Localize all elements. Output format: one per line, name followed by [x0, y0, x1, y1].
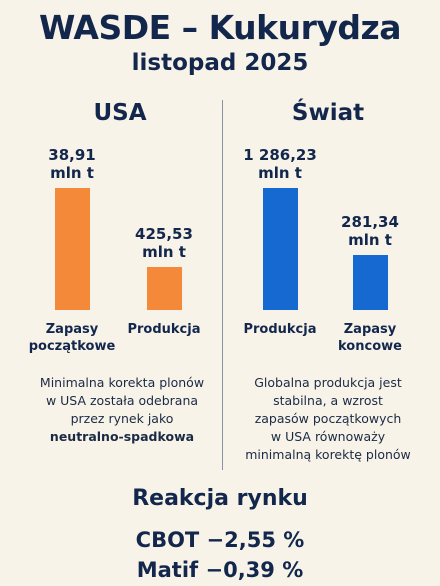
world-value-label-2: 281,34 mln t — [310, 213, 430, 249]
world-note-line: Globalna produkcja jest — [254, 375, 402, 390]
world-note-line: stabilna, a wzrost — [273, 393, 383, 408]
world-category-label-2: Zapasy koncowe — [315, 321, 425, 355]
usa-bar-2 — [146, 267, 182, 310]
page-subtitle: listopad 2025 — [131, 50, 309, 76]
category-line: Zapasy — [45, 322, 99, 337]
usa-note-line: Minimalna korekta plonów — [39, 375, 205, 390]
world-note-line: minimalną korektę plonów — [245, 447, 411, 462]
category-line: koncowe — [338, 339, 402, 354]
usa-category-label-1: Zapasy początkowe — [17, 321, 127, 355]
usa-panel-title: USA — [93, 100, 147, 126]
cbot-change: CBOT −2,55 % — [135, 528, 305, 552]
world-note: Globalna produkcja jest stabilna, a wzro… — [226, 374, 430, 464]
usa-note-bold: neutralno-spadkowa — [49, 429, 195, 444]
usa-category-label-2: Produkcja — [109, 321, 219, 338]
world-note-line: zapasów początkowych — [254, 411, 402, 426]
usa-note-line: przez rynek jako — [70, 411, 174, 426]
category-line: Zapasy — [343, 322, 397, 337]
usa-bar-1 — [54, 188, 90, 310]
world-note-line: w USA równoważy — [270, 429, 386, 444]
value-number: 425,53 — [135, 225, 193, 244]
value-unit: mln t — [142, 243, 186, 262]
world-panel-title: Świat — [291, 100, 365, 126]
category-line: początkowe — [28, 339, 116, 354]
matif-change: Matif −0,39 % — [136, 558, 304, 582]
category-line: Produkcja — [243, 322, 317, 337]
page-title: WASDE – Kukurydza — [39, 8, 401, 47]
world-bar-2 — [352, 255, 388, 310]
usa-value-label-1: 38,91 mln t — [12, 146, 132, 182]
usa-note-line: w USA została odebrana — [45, 393, 199, 408]
value-number: 38,91 — [48, 146, 96, 164]
value-number: 1 286,23 — [243, 146, 317, 164]
category-line: Produkcja — [127, 322, 201, 337]
usa-note: Minimalna korekta plonów w USA została o… — [22, 374, 222, 446]
panel-divider — [222, 100, 223, 470]
market-reaction-title: Reakcja rynku — [132, 486, 308, 511]
world-value-label-1: 1 286,23 mln t — [220, 146, 340, 182]
value-unit: mln t — [258, 164, 302, 182]
value-unit: mln t — [348, 231, 392, 250]
world-category-label-1: Produkcja — [225, 321, 335, 338]
value-number: 281,34 — [341, 213, 399, 232]
value-unit: mln t — [50, 164, 94, 182]
world-bar-1 — [262, 188, 298, 310]
usa-value-label-2: 425,53 mln t — [104, 225, 224, 261]
